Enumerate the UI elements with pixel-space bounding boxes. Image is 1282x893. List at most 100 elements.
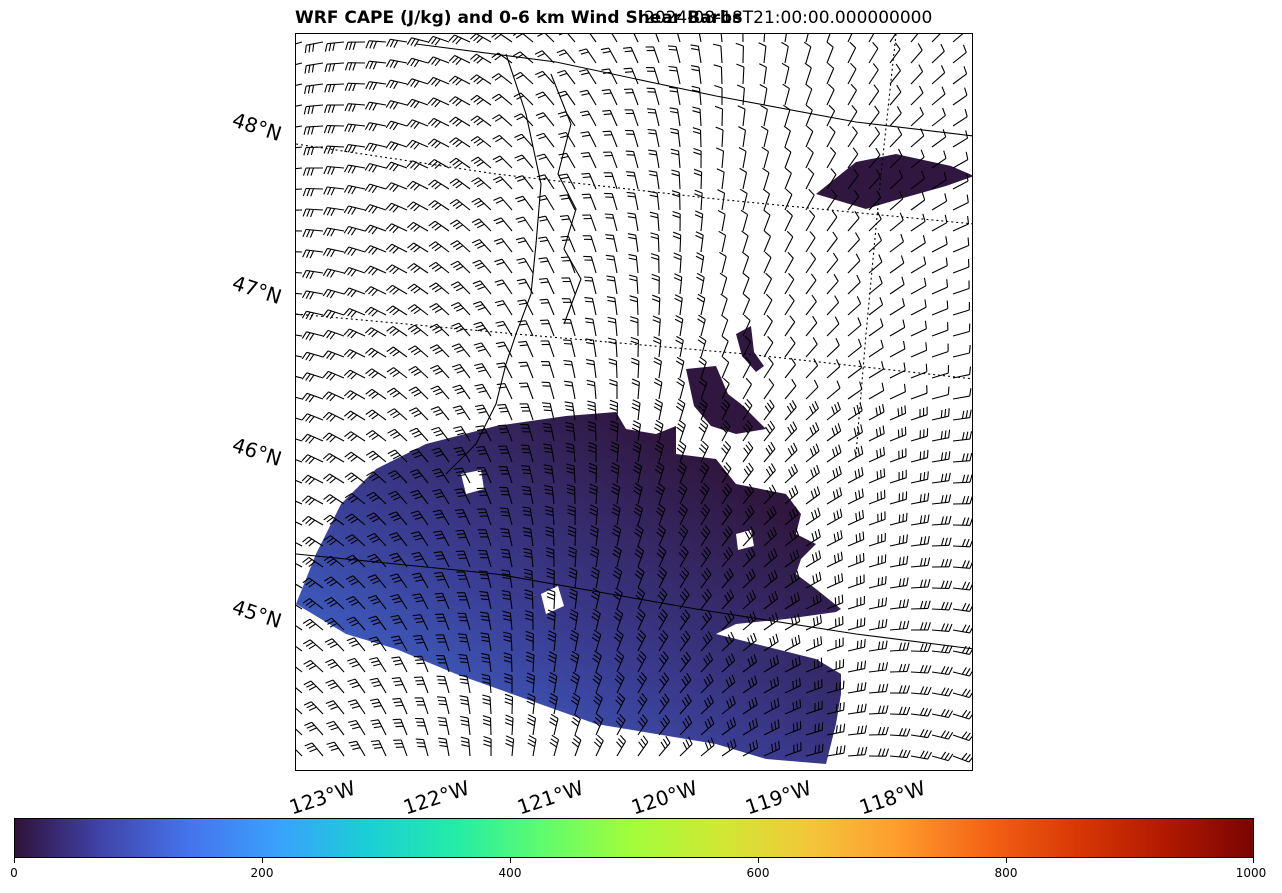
wind-barb	[510, 654, 513, 673]
wind-barb-flag	[751, 720, 755, 729]
wind-barb-flag	[523, 530, 532, 534]
wind-barb-flag	[813, 379, 819, 388]
wind-barb-flag	[595, 692, 603, 699]
wind-barb-flag	[680, 657, 687, 665]
wind-barb-flag	[543, 447, 552, 450]
wind-barb-flag	[923, 277, 927, 286]
wind-barb	[397, 615, 408, 631]
wind-barb	[700, 595, 712, 610]
wind-barb	[497, 52, 513, 64]
wind-barb	[489, 696, 492, 715]
wind-barb	[454, 96, 471, 106]
wind-barb-flag	[702, 507, 709, 514]
wind-barb-flag	[769, 399, 775, 407]
wind-barb-flag	[301, 311, 307, 319]
wind-barb	[567, 215, 576, 232]
wind-barb	[609, 89, 618, 106]
wind-barb	[616, 613, 624, 631]
wind-barb-flag	[606, 258, 615, 261]
wind-barb-flag	[329, 622, 338, 628]
wind-barb-flag	[564, 384, 573, 387]
map-panel[interactable]	[295, 33, 973, 771]
wind-barb-flag	[725, 528, 731, 536]
wind-barb-flag	[571, 696, 580, 702]
wind-barb	[462, 530, 471, 547]
wind-barb-flag	[670, 152, 680, 156]
wind-barb	[889, 219, 904, 232]
wind-barb-flag	[583, 197, 592, 199]
wind-barb	[652, 46, 660, 64]
wind-barb-flag	[347, 515, 356, 522]
wind-barb-flag	[517, 178, 525, 182]
wind-barb-flag	[885, 640, 888, 649]
wind-barb-flag	[774, 742, 777, 751]
wind-barb-flag	[525, 659, 534, 664]
wind-barb	[349, 390, 366, 400]
wind-barb-flag	[452, 139, 460, 146]
wind-barb-flag	[749, 592, 754, 601]
wind-barb	[637, 635, 647, 652]
wind-barb-flag	[827, 62, 835, 69]
wind-barb	[307, 495, 324, 505]
wind-barb-flag	[409, 469, 418, 473]
wind-barb-flag	[727, 525, 733, 533]
wind-barb-flag	[368, 636, 377, 640]
wind-barb-flag	[393, 680, 402, 683]
wind-barb	[553, 697, 558, 715]
wind-barb	[457, 240, 471, 253]
wind-barb-flag	[940, 516, 944, 525]
wind-barb-flag	[897, 429, 900, 438]
wind-barb-flag	[350, 414, 358, 421]
wind-barb-flag	[557, 90, 566, 95]
wind-barb-flag	[656, 486, 664, 492]
wind-barb-flag	[495, 341, 504, 345]
wind-barb	[910, 650, 929, 653]
wind-barb	[411, 78, 429, 85]
wind-barb-flag	[546, 550, 554, 555]
wind-barb	[296, 480, 303, 484]
wind-barb-flag	[637, 633, 645, 640]
wind-barb-flag	[758, 63, 767, 68]
wind-barb	[931, 115, 946, 127]
wind-barb	[393, 387, 408, 400]
wind-barb-flag	[877, 641, 881, 650]
wind-barb-flag	[351, 186, 357, 195]
wind-barb-flag	[900, 406, 903, 415]
wind-barb-flag	[719, 272, 728, 279]
wind-barb	[952, 352, 970, 358]
wind-barb	[847, 260, 861, 274]
wind-barb-flag	[526, 672, 535, 677]
wind-barb-flag	[371, 496, 380, 502]
wind-barb-flag	[372, 642, 381, 646]
wind-barb-flag	[491, 52, 499, 59]
wind-barb	[655, 34, 660, 43]
wind-barb-flag	[368, 349, 375, 356]
wind-barb-flag	[659, 591, 666, 598]
wind-barb-flag	[837, 401, 841, 410]
wind-barb-flag	[940, 452, 944, 461]
wind-barb-flag	[969, 452, 972, 461]
wind-barb	[306, 104, 324, 108]
wind-barb-flag	[793, 594, 797, 603]
wind-barb-flag	[550, 717, 558, 723]
wind-barb-flag	[679, 486, 686, 493]
wind-barb-flag	[584, 297, 593, 299]
wind-barb-flag	[850, 62, 857, 70]
wind-barb-flag	[794, 636, 798, 645]
wind-barb-flag	[613, 594, 621, 601]
wind-barb-flag	[744, 402, 751, 410]
wind-barb-flag	[394, 600, 403, 604]
wind-barb-flag	[305, 291, 311, 299]
wind-barb-flag	[471, 239, 480, 244]
wind-barb-flag	[944, 666, 950, 675]
wind-barb-flag	[388, 511, 397, 516]
wind-barb-flag	[773, 569, 778, 578]
wind-barb-flag	[723, 552, 729, 560]
wind-barb-flag	[538, 156, 547, 161]
wind-barb	[657, 234, 660, 253]
wind-barb-flag	[658, 570, 666, 577]
wind-barb	[522, 216, 534, 232]
wind-barb-flag	[539, 218, 548, 222]
wind-barb	[952, 330, 970, 337]
wind-barb-flag	[746, 486, 752, 494]
